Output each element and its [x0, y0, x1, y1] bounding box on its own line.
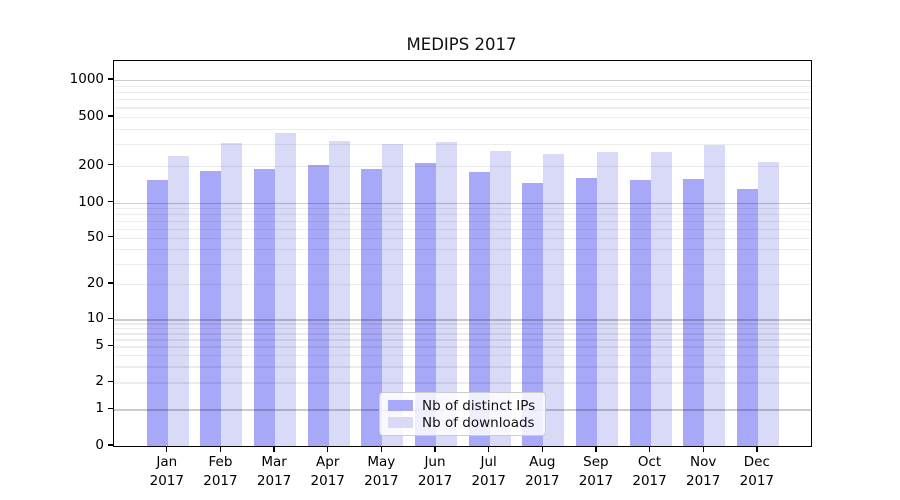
gridline-major: [114, 80, 811, 82]
bar-downloads: [328, 141, 350, 446]
x-tick-label: Jan 2017: [149, 454, 184, 489]
y-tick-mark: [108, 236, 113, 238]
x-tick-mark: [756, 446, 758, 452]
bar-downloads: [757, 161, 779, 446]
bar-downloads: [221, 142, 243, 446]
legend-entry-distinct-ips: Nb of distinct IPs: [388, 397, 537, 414]
x-tick-mark: [219, 446, 222, 452]
bar-distinct-ips: [146, 180, 168, 446]
x-tick-mark: [434, 446, 436, 452]
bar-downloads: [436, 142, 457, 446]
bar-downloads: [596, 151, 618, 446]
y-tick-label: 50: [86, 228, 104, 245]
gridline-minor: [114, 99, 811, 101]
x-tick-label: Nov 2017: [686, 454, 721, 489]
y-tick-label: 100: [78, 193, 104, 210]
x-tick-label: Sep 2017: [578, 454, 614, 489]
x-tick-label: Aug 2017: [525, 454, 560, 489]
y-tick-mark: [108, 201, 113, 203]
plot-area: [113, 60, 812, 447]
y-tick-mark: [108, 78, 113, 80]
bar-distinct-ips: [629, 180, 651, 446]
gridline-minor: [114, 128, 811, 131]
x-tick-mark: [702, 446, 704, 452]
bar-downloads: [489, 150, 511, 446]
y-tick-mark: [108, 344, 113, 347]
y-tick-mark: [108, 164, 113, 166]
y-tick-label: 1000: [69, 71, 104, 87]
legend-label-downloads: Nb of downloads: [422, 414, 535, 431]
legend: Nb of distinct IPs Nb of downloads: [379, 392, 546, 436]
gridline-minor: [114, 91, 811, 94]
bar-distinct-ips: [307, 164, 329, 446]
bar-distinct-ips: [415, 162, 436, 446]
y-tick-mark: [108, 115, 113, 117]
bar-distinct-ips: [468, 171, 490, 446]
y-tick-label: 200: [78, 156, 104, 173]
x-tick-mark: [487, 446, 490, 452]
legend-label-distinct-ips: Nb of distinct IPs: [422, 397, 536, 414]
y-tick-label: 20: [86, 275, 104, 292]
x-tick-label: Jun 2017: [417, 454, 453, 489]
y-tick-label: 500: [78, 107, 104, 124]
y-tick-label: 1: [95, 400, 104, 417]
x-tick-label: May 2017: [364, 454, 399, 489]
x-tick-mark: [648, 446, 651, 452]
bar-distinct-ips: [361, 168, 383, 446]
bar-distinct-ips: [254, 168, 276, 446]
x-tick-label: Jul 2017: [471, 454, 506, 489]
y-tick-mark: [108, 380, 113, 382]
y-tick-mark: [108, 317, 113, 319]
bar-downloads: [543, 154, 565, 446]
x-tick-mark: [380, 446, 383, 452]
y-tick-mark: [108, 444, 113, 446]
bar-distinct-ips: [683, 179, 705, 446]
bar-distinct-ips: [522, 182, 544, 446]
x-tick-mark: [166, 446, 168, 452]
gridline-minor: [114, 85, 811, 87]
bar-distinct-ips: [575, 178, 597, 446]
bar-downloads: [167, 155, 189, 446]
gridline-minor: [114, 116, 811, 119]
x-tick-label: Feb 2017: [203, 454, 238, 489]
chart-title: MEDIPS 2017: [406, 35, 517, 54]
x-tick-mark: [595, 446, 597, 452]
gridline-minor: [114, 107, 811, 109]
y-tick-label: 2: [95, 373, 104, 390]
bar-downloads: [650, 152, 672, 446]
x-tick-label: Dec 2017: [739, 454, 774, 489]
legend-swatch-distinct-ips: [388, 400, 413, 411]
x-tick-label: Mar 2017: [256, 454, 292, 489]
x-tick-mark: [273, 446, 275, 452]
x-tick-label: Oct 2017: [632, 454, 667, 489]
bar-distinct-ips: [200, 171, 222, 446]
bar-distinct-ips: [736, 189, 758, 446]
x-tick-mark: [541, 446, 543, 452]
bar-downloads: [704, 145, 726, 446]
y-tick-mark: [108, 282, 113, 284]
legend-swatch-downloads: [388, 417, 413, 428]
x-tick-label: Apr 2017: [310, 454, 345, 489]
legend-entry-downloads: Nb of downloads: [388, 414, 537, 431]
y-tick-label: 10: [86, 310, 104, 327]
y-tick-mark: [108, 407, 113, 409]
bar-downloads: [382, 144, 404, 446]
y-tick-label: 5: [95, 337, 104, 354]
x-tick-mark: [327, 446, 329, 452]
y-tick-label: 0: [95, 437, 104, 453]
bar-downloads: [275, 132, 297, 446]
